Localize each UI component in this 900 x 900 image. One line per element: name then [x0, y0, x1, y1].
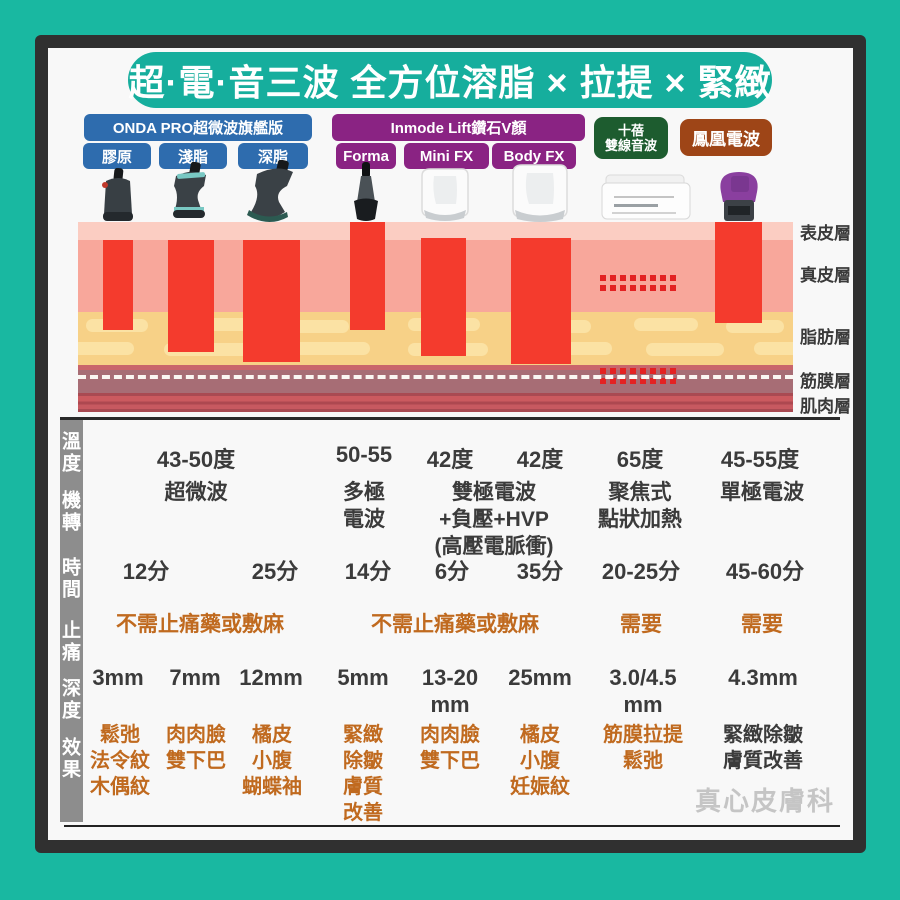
pain-phoenix: 需要	[741, 613, 783, 636]
depth-bar-collagen	[103, 240, 133, 330]
depth-phoenix: 4.3mm	[728, 665, 798, 690]
effect-phoenix: 緊緻除皺 膚質改善	[723, 724, 803, 772]
inmode-group-badge: Inmode Lift鑽石V顏	[332, 114, 585, 141]
row-header-pain: 止痛	[59, 620, 80, 664]
ultrasound-cartridge-icon	[601, 174, 691, 220]
mech-forma: 多極 電波	[343, 481, 385, 531]
effect-ultrasound: 筋膜拉提 鬆弛	[603, 724, 683, 772]
time-ultrasound: 20-25分	[601, 559, 681, 584]
mech-phoenix: 單極電波	[720, 481, 804, 504]
tab-mini-fx: Mini FX	[404, 143, 489, 169]
depth-bar-phoenix	[715, 222, 762, 323]
effect-collagen: 鬆弛 法令紋 木偶紋	[90, 724, 150, 798]
row-header-strip	[60, 420, 83, 822]
temp-ultrasound: 65度	[616, 447, 664, 472]
page-title: 超·電·音三波 全方位溶脂 × 拉提 × 緊緻	[128, 52, 772, 108]
depth-body-fx: 25mm	[508, 665, 572, 690]
pain-onda: 不需止痛藥或敷麻	[116, 613, 284, 636]
pain-ultrasound: 需要	[620, 613, 662, 636]
onda-group-badge: ONDA PRO超微波旗艦版	[84, 114, 312, 141]
depth-shallow-fat: 7mm	[169, 665, 221, 690]
label-epidermis: 表皮層	[800, 224, 851, 243]
depth-ultrasound: 3.0/4.5 mm	[609, 665, 677, 717]
row-header-temperature: 溫度	[59, 431, 80, 475]
depth-bar-forma	[350, 222, 385, 330]
fascia-top-edge	[78, 365, 793, 370]
depth-mini-fx: 13-20 mm	[421, 665, 479, 717]
effect-body-fx: 橘皮 小腹 妊娠紋	[510, 724, 570, 798]
depth-bar-mini-fx	[421, 238, 466, 356]
effect-forma: 緊緻 除皺 膚質 改善	[343, 724, 383, 824]
table-bottom-divider	[64, 825, 840, 827]
time-mini-fx: 6分	[434, 559, 470, 584]
phoenix-tip-icon	[720, 172, 758, 221]
clinic-watermark: 真心皮膚科	[694, 786, 835, 816]
depth-collagen: 3mm	[92, 665, 144, 690]
temp-phoenix: 45-55度	[720, 447, 800, 472]
table-top-divider	[60, 417, 840, 420]
time-body-fx: 35分	[516, 559, 564, 584]
tab-forma: Forma	[336, 143, 396, 169]
phoenix-group-badge: 鳳凰電波	[680, 119, 772, 156]
temp-body-fx: 42度	[516, 447, 564, 472]
mech-fx: 雙極電波 +負壓+HVP (高壓電脈衝)	[434, 481, 554, 558]
onda-shallow-handpiece-icon	[173, 162, 206, 218]
effect-deep-fat: 橘皮 小腹 蝴蝶袖	[242, 724, 302, 798]
label-muscle: 肌肉層	[800, 397, 851, 416]
mech-ultrasound: 聚焦式 點狀加熱	[598, 481, 682, 531]
epidermis-layer	[78, 222, 793, 240]
depth-bar-deep-fat	[243, 240, 300, 362]
row-header-mechanism: 機轉	[59, 490, 80, 534]
row-header-time: 時間	[59, 557, 80, 601]
ultrasound-dots-fascia	[600, 368, 678, 388]
time-phoenix: 45-60分	[725, 559, 805, 584]
pain-inmode: 不需止痛藥或敷麻	[371, 613, 539, 636]
label-fascia: 筋膜層	[800, 372, 851, 391]
depth-bar-shallow-fat	[168, 240, 214, 352]
tab-collagen: 膠原	[83, 143, 151, 169]
depth-bar-body-fx	[511, 238, 571, 364]
ultrasound-badge-line1: 十蓓	[617, 123, 644, 138]
label-fat: 脂肪層	[800, 328, 851, 347]
body-fx-device-icon	[512, 164, 568, 222]
onda-collagen-handpiece-icon	[102, 168, 133, 221]
ultrasound-badge-line2: 雙線音波	[604, 138, 657, 153]
ultrasound-dots-dermis	[600, 275, 678, 295]
fascia-layer	[78, 370, 793, 393]
forma-wand-icon	[354, 162, 378, 221]
ultrasound-group-badge: 十蓓 雙線音波	[594, 117, 668, 159]
time-forma: 14分	[344, 559, 392, 584]
mini-fx-device-icon	[421, 168, 469, 221]
temp-onda: 43-50度	[156, 447, 236, 472]
row-header-depth: 深度	[59, 678, 80, 722]
temp-mini-fx: 42度	[426, 447, 474, 472]
fascia-dashed-line	[78, 375, 793, 379]
skin-cross-section-diagram	[78, 222, 793, 412]
depth-deep-fat: 12mm	[239, 665, 303, 690]
muscle-layer	[78, 393, 793, 412]
time-onda-2: 25分	[251, 559, 299, 584]
depth-forma: 5mm	[337, 665, 389, 690]
temp-forma: 50-55	[335, 442, 393, 467]
row-header-effect: 效果	[59, 737, 80, 781]
tab-deep-fat: 深脂	[238, 143, 308, 169]
effect-mini-fx: 肉肉臉 雙下巴	[420, 724, 480, 772]
time-onda-1: 12分	[122, 559, 170, 584]
onda-deep-handpiece-icon	[247, 160, 293, 223]
label-dermis: 真皮層	[800, 266, 851, 285]
mech-onda: 超微波	[164, 481, 228, 504]
effect-shallow-fat: 肉肉臉 雙下巴	[166, 724, 226, 772]
